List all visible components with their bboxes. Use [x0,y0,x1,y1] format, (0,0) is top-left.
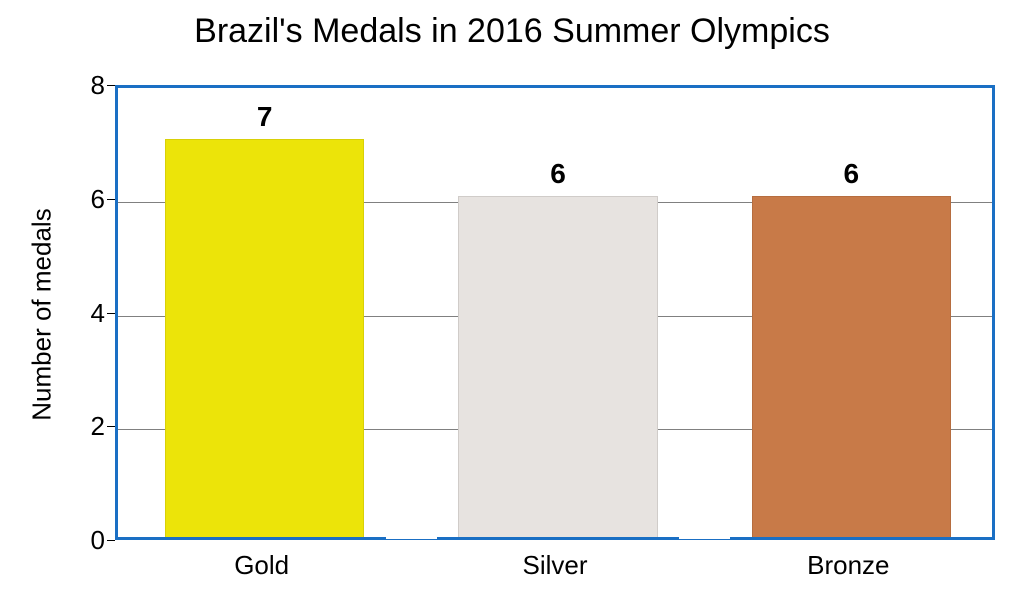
y-tick-label: 6 [65,184,105,215]
x-tick-label: Bronze [702,550,995,581]
y-tick-mark [107,313,115,314]
chart-container: Brazil's Medals in 2016 Summer Olympics … [0,0,1024,615]
bar-value-label: 6 [752,158,951,190]
baseline-gap [679,535,731,539]
bar-bronze [752,196,951,537]
y-tick-label: 2 [65,411,105,442]
y-tick-mark [107,540,115,541]
y-tick-mark [107,426,115,427]
plot-area: 7 6 6 [115,85,995,540]
y-tick-label: 0 [65,525,105,556]
x-tick-label: Gold [115,550,408,581]
bar-value-label: 6 [458,158,657,190]
y-tick-label: 4 [65,298,105,329]
y-tick-label: 8 [65,70,105,101]
baseline-gap [386,535,438,539]
y-tick-mark [107,85,115,86]
bar-gold [165,139,364,537]
bar-value-label: 7 [165,101,364,133]
y-axis-label: Number of medals [27,185,58,445]
x-tick-label: Silver [408,550,701,581]
chart-title: Brazil's Medals in 2016 Summer Olympics [0,12,1024,51]
y-tick-mark [107,199,115,200]
bar-silver [458,196,657,537]
